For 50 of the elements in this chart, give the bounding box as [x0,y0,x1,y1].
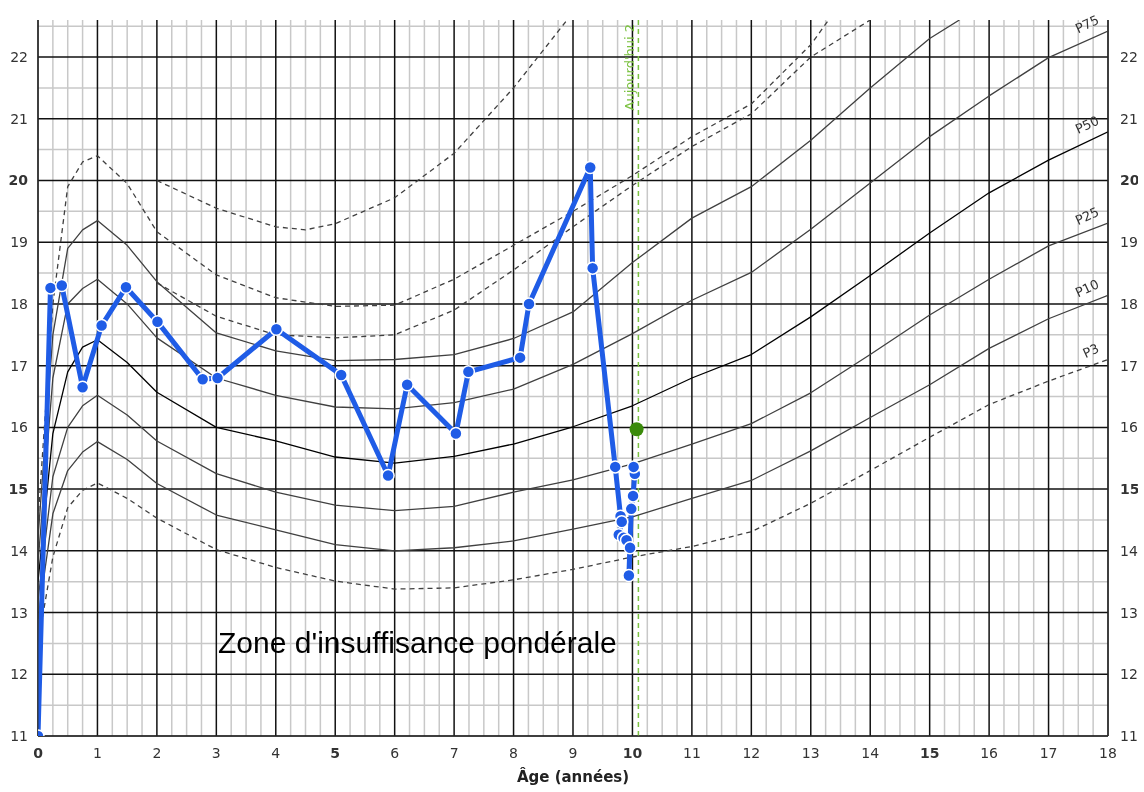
y-tick-label: 20 [8,172,29,189]
y2-tick-label: 12 [1120,666,1138,683]
y-tick-label: 21 [10,110,28,127]
x-tick-label: 12 [742,745,761,761]
ref-line-label: Aujourd'hui 2 [622,24,638,111]
x-tick-label: 9 [568,745,578,761]
x-tick-label: 16 [980,745,999,761]
text: P3 [1080,340,1102,362]
y2-tick-label: 11 [1120,728,1138,744]
y-tick-label: 16 [10,419,29,436]
y2-tick-label: 16 [1120,419,1138,436]
x-tick-label: 10 [622,745,643,761]
x-tick-label: 18 [1099,745,1117,761]
x-tick-label: 0 [33,745,44,761]
x-tick-label: 11 [682,745,701,761]
y2-tick-label: 20 [1120,172,1140,189]
y2-tick-label: 21 [1120,110,1138,127]
y-tick-label: 13 [10,604,28,621]
y2-tick-label: 13 [1120,604,1138,621]
text: P10 [1072,276,1102,301]
y-tick-label: 18 [10,295,28,312]
y-tick-label: 11 [10,728,28,744]
x-tick-label: 13 [801,745,820,761]
x-tick-label: 14 [861,745,880,761]
y-tick-label: 14 [10,542,29,559]
x-tick-label: 6 [390,745,400,761]
y2-tick-label: 14 [1120,542,1138,559]
text: P25 [1072,204,1102,229]
x-tick-label: 3 [211,745,221,761]
x-tick-label: 1 [92,745,102,761]
y-tick-label: 15 [8,481,28,498]
y-tick-label: 22 [10,49,28,66]
x-tick-label: 5 [330,745,341,761]
x-tick-label: 15 [919,745,940,761]
y-tick-label: 17 [10,357,28,374]
x-tick-label: 2 [152,745,162,761]
x-tick-label: 8 [509,745,519,761]
x-tick-label: 4 [271,745,281,761]
x-tick-label: 7 [449,745,459,761]
text: P50 [1072,112,1102,137]
x-tick-label: 17 [1039,745,1058,761]
y2-tick-label: 19 [1120,234,1138,251]
y2-tick-label: 18 [1120,295,1138,312]
x-axis-title: Âge (années) [516,767,630,786]
text: P75 [1072,12,1102,37]
y-tick-label: 19 [10,234,28,251]
y2-tick-label: 17 [1120,357,1138,374]
y2-tick-label: 22 [1120,49,1138,66]
y-tick-label: 12 [10,666,28,683]
y2-tick-label: 15 [1120,481,1140,498]
